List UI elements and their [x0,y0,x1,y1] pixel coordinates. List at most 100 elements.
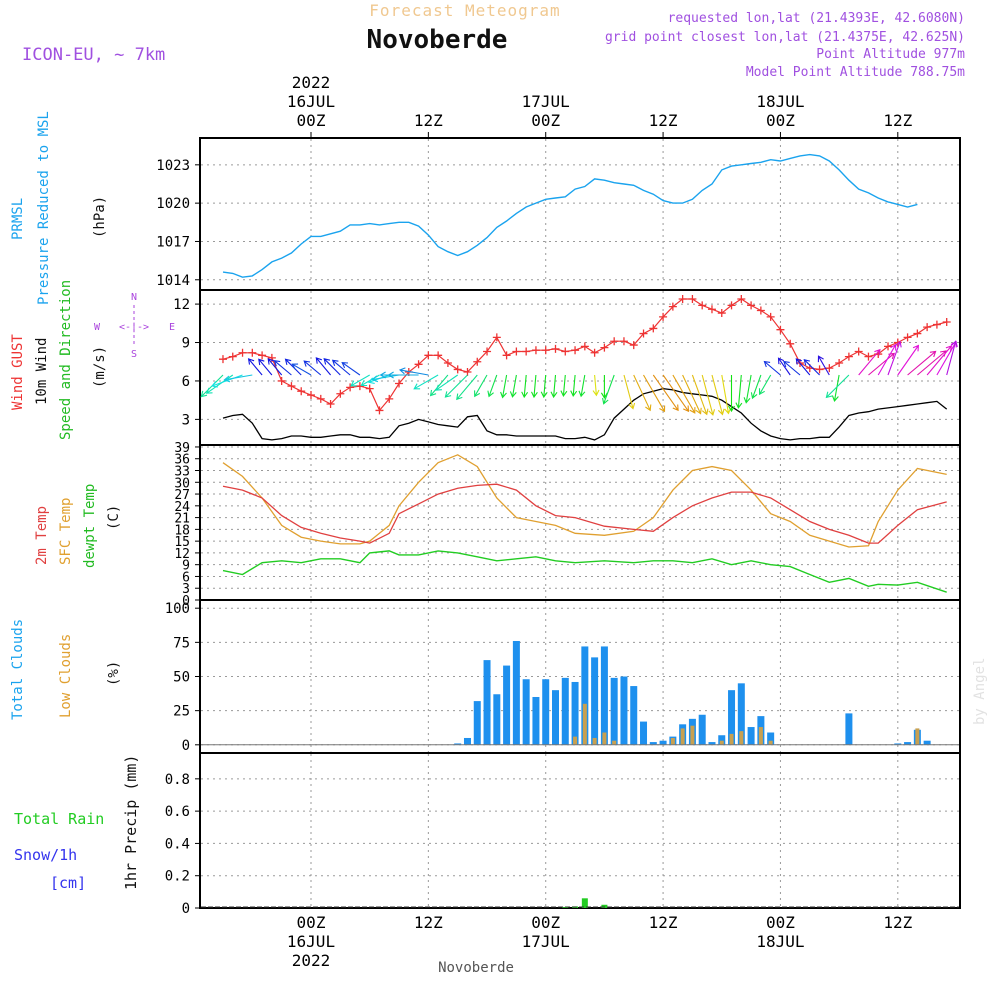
dewpt-line [222,550,947,593]
y-tick-label: 33 [174,465,190,480]
total-clouds-bar [493,694,501,745]
wind-direction-arrow [758,374,772,396]
gust-marker [238,348,247,357]
gust-marker [502,351,511,360]
wind-direction-arrow [691,374,709,416]
wind-direction-arrow [817,355,830,376]
total-clouds-bar [923,740,931,745]
y-tick-label: 9 [182,336,190,352]
y-tick-label: 6 [182,374,190,390]
total-clouds-bar [904,742,912,745]
gust-marker [668,302,677,311]
compass-arrows: <-|-> [119,322,149,333]
wind-direction-arrow [701,374,716,416]
gust-marker [707,305,716,314]
bottom-time-label: 12Z [649,913,678,932]
model-altitude: Model Point Altitude 788.75m [746,65,965,80]
gust-marker [414,360,423,369]
gust-marker [903,333,912,342]
low-clouds-bar [719,740,724,745]
wind-direction-arrow [323,358,341,376]
y-tick-label: 18 [174,523,190,538]
total-clouds-bar [561,677,569,745]
wind-direction-arrow [662,374,690,413]
top-time-label: 16JUL [287,92,335,111]
wind-direction-arrow [803,358,820,376]
y-tick-label: 24 [174,500,190,515]
gust-marker [307,391,315,400]
gust-marker [844,352,853,361]
total-clouds-bar [463,737,471,745]
gust-marker [277,376,286,385]
wind-direction-arrow [258,358,273,376]
low-clouds-bar [573,736,578,745]
bottom-time-label: 12Z [414,913,443,932]
gust-marker [258,351,267,360]
bottom-time-label: 16JUL [287,932,335,951]
gust-marker [375,406,384,415]
gust-marker [942,318,951,327]
total-clouds-bar [698,714,706,745]
gust-marker [248,348,257,357]
wind-direction-arrow [540,374,548,399]
total-clouds-bar [728,690,736,745]
y-tick-label: 3 [182,582,190,597]
wind-direction-arrow [247,358,263,376]
gust-marker [737,294,746,303]
y-tick-label: 0.6 [165,804,190,820]
y-tick-label: 0 [182,594,190,609]
gust-marker [483,347,492,356]
low-clouds-bar [768,740,773,745]
wind-direction-arrow [371,374,400,383]
model-name: ICON-EU, ~ 7km [22,45,165,65]
y-tick-label: 0.4 [165,836,190,852]
low-clouds-bar [915,728,920,745]
total-clouds-bar [571,681,579,745]
low-clouds-bar [690,725,695,745]
wind-direction-arrow [291,363,312,376]
wind-direction-arrow [331,359,351,376]
top-time-label: 17JUL [522,92,570,111]
y-tick-label: 25 [173,704,190,720]
prmsl-label: PRMSL [10,198,26,240]
gust-marker [365,384,374,393]
dewpt-label: dewpt Temp [82,484,98,568]
bottom-time-label: 00Z [297,913,326,932]
gust-marker [590,348,599,357]
gust-marker [453,365,462,374]
gust-marker [316,394,325,403]
total-clouds-bar [894,743,902,745]
y-tick-label: 1014 [156,273,190,289]
wind-direction-arrow [444,374,468,398]
y-tick-label: 0 [182,738,190,754]
total-clouds-bar [483,660,491,745]
sfc-temp-line [222,454,947,548]
bottom-time-label: 18JUL [756,932,804,951]
gust-marker [385,394,394,403]
y-tick-label: 27 [174,488,190,503]
gust-marker [747,301,756,310]
wind-direction-arrow [456,374,478,401]
gust-marker [287,382,296,391]
gust-marker [463,367,472,376]
gust-marker [776,325,785,334]
gust-marker [825,364,834,373]
wind-direction-arrow [341,361,361,376]
bottom-time-label: 00Z [531,913,560,932]
wind-direction-arrow [531,374,538,399]
gust-marker [522,347,531,356]
total-clouds-bar [600,646,608,745]
y-tick-label: 30 [174,476,190,491]
wind-direction-arrow [387,371,419,379]
wind-direction-arrow [831,374,840,402]
panel-precip: 0 0.2 0.4 0.6 0.8 [165,752,961,917]
gust-marker [326,400,335,409]
wind-direction-arrow [367,374,390,384]
panel-frame [199,137,961,291]
gust-marker [854,347,863,356]
y-tick-label: 0.2 [165,869,190,885]
y-tick-label: 21 [174,512,190,527]
wind-speed-line [222,387,948,441]
gust-marker [218,355,227,364]
